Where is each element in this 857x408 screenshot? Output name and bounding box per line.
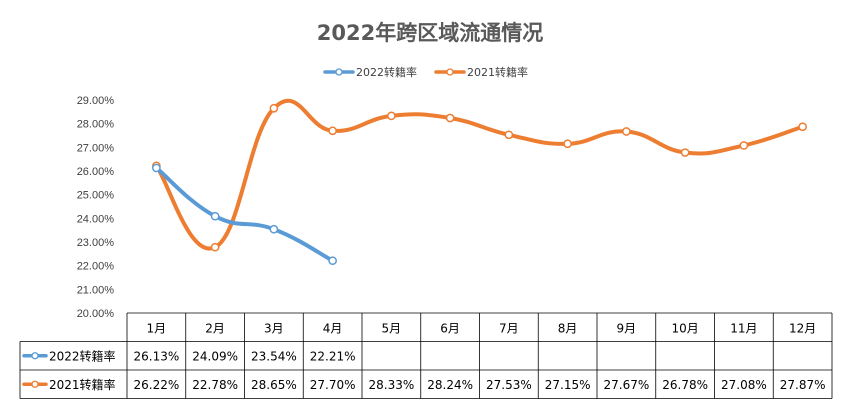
y-axis: 20.00% 21.00% 22.00% 23.00% 24.00% 25.00% 26.0… — [77, 95, 115, 320]
y-tick-label: 26.00% — [77, 166, 115, 178]
data-label: 27.53% — [486, 378, 532, 392]
data-point — [445, 113, 455, 123]
series-lines — [152, 98, 807, 266]
data-label: 28.33% — [368, 378, 414, 392]
data-point — [387, 111, 396, 121]
data-point — [680, 148, 690, 157]
x-category-label: 12月 — [789, 321, 816, 335]
data-label: 27.67% — [603, 378, 649, 392]
x-category-label: 4月 — [323, 321, 343, 335]
data-label: 27.87% — [780, 378, 826, 392]
data-label: 27.70% — [310, 378, 356, 392]
y-tick-label: 28.00% — [77, 119, 115, 131]
y-tick-label: 24.00% — [77, 213, 115, 225]
chart-title: 2022年跨区域流通情况 — [317, 21, 543, 45]
x-category-label: 5月 — [382, 321, 402, 335]
data-label: 26.78% — [662, 378, 708, 392]
x-category-label: 8月 — [558, 321, 578, 335]
data-label: 26.13% — [133, 349, 179, 363]
y-tick-label: 27.00% — [77, 142, 115, 154]
y-tick-label: 23.00% — [77, 237, 115, 249]
data-point — [739, 141, 749, 150]
row-legend-marker — [31, 352, 39, 360]
x-category-label: 6月 — [440, 321, 460, 335]
y-tick-label: 22.00% — [77, 261, 115, 273]
legend-marker — [335, 68, 343, 76]
legend: 2022转籍率 2021转籍率 — [323, 65, 528, 79]
data-point — [328, 126, 337, 136]
data-point — [798, 122, 807, 132]
legend-label: 2022转籍率 — [356, 65, 417, 79]
y-tick-label: 21.00% — [77, 284, 115, 296]
y-tick-label: 20.00% — [77, 308, 115, 320]
legend-label: 2021转籍率 — [467, 65, 528, 79]
series-line-0 — [154, 165, 335, 263]
x-category-label: 2月 — [205, 321, 225, 335]
data-point — [328, 256, 337, 266]
legend-marker — [446, 68, 454, 76]
data-label: 27.08% — [721, 378, 767, 392]
row-header: 2022转籍率 — [49, 348, 116, 363]
data-point — [563, 139, 572, 149]
y-tick-label: 29.00% — [77, 95, 115, 107]
data-point — [622, 127, 631, 136]
data-label: 28.24% — [427, 378, 473, 392]
x-category-label: 10月 — [671, 321, 698, 335]
row-header: 2021转籍率 — [49, 377, 116, 392]
y-tick-label: 25.00% — [77, 190, 115, 202]
data-label: 22.21% — [310, 349, 356, 363]
data-point — [210, 242, 220, 252]
x-category-label: 7月 — [499, 321, 519, 335]
data-label: 27.15% — [545, 378, 591, 392]
data-point — [504, 130, 514, 140]
x-category-label: 1月 — [147, 321, 167, 335]
row-legend-marker — [31, 380, 39, 388]
data-point — [269, 224, 279, 234]
data-point — [152, 163, 161, 173]
x-category-label: 11月 — [730, 321, 757, 335]
data-label: 24.09% — [192, 349, 238, 363]
data-label: 22.78% — [192, 378, 238, 392]
data-point — [269, 103, 279, 113]
data-label: 23.54% — [251, 349, 297, 363]
x-category-label: 3月 — [264, 321, 284, 335]
data-label: 26.22% — [133, 378, 179, 392]
data-table: 1月 2月 3月 4月 5月 6月 7月 8月 9月 10月 11月 12月 2022转籍率 26.13%… — [19, 312, 833, 399]
data-point — [210, 211, 220, 221]
data-label: 28.65% — [251, 378, 297, 392]
x-category-label: 9月 — [617, 321, 637, 335]
